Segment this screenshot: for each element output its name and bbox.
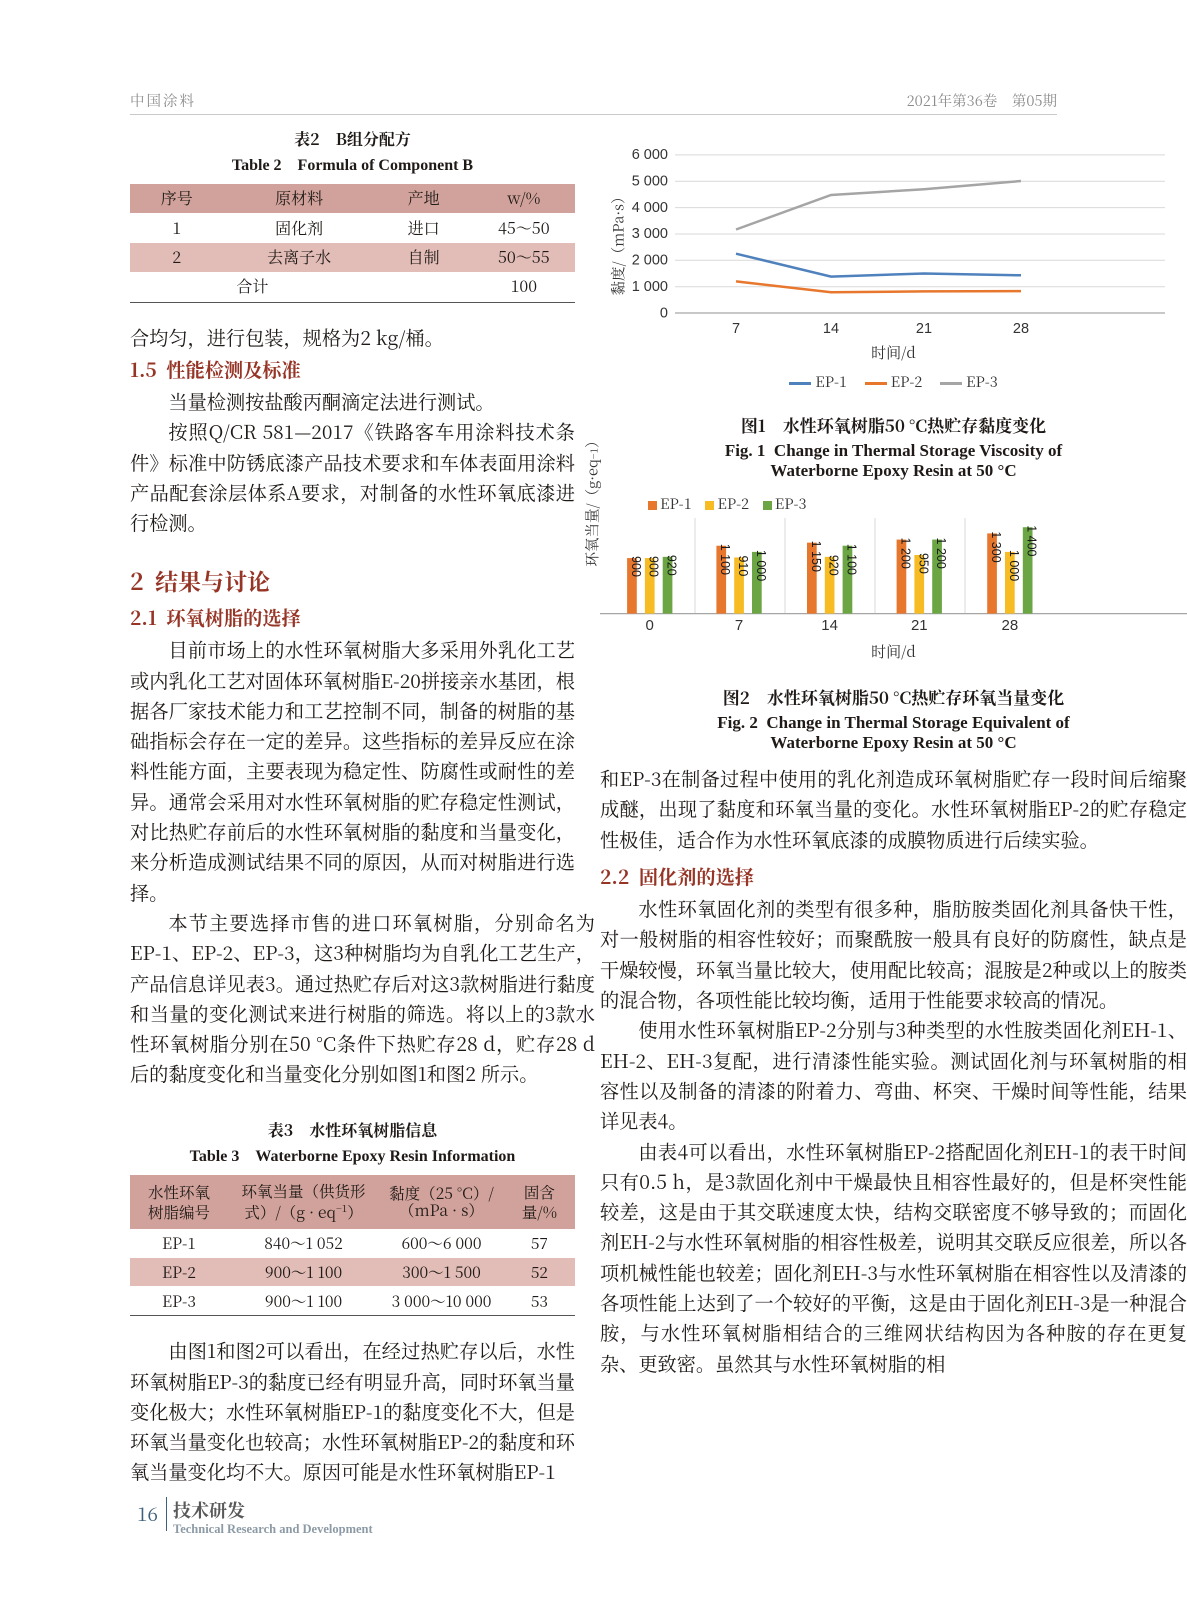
svg-text:0: 0: [646, 617, 654, 634]
svg-text:2 000: 2 000: [632, 253, 668, 269]
svg-text:0: 0: [660, 306, 668, 322]
svg-text:1 000: 1 000: [754, 550, 768, 581]
svg-text:3 000: 3 000: [632, 226, 668, 242]
svg-text:900: 900: [629, 556, 643, 577]
svg-text:7: 7: [732, 321, 740, 337]
svg-text:28: 28: [1002, 617, 1019, 634]
svg-text:21: 21: [911, 617, 928, 634]
svg-text:910: 910: [736, 555, 750, 576]
svg-text:4 000: 4 000: [632, 200, 668, 216]
svg-text:950: 950: [916, 553, 930, 574]
svg-text:1 100: 1 100: [844, 544, 858, 575]
svg-text:1 400: 1 400: [1025, 525, 1039, 556]
svg-text:28: 28: [1013, 321, 1029, 337]
svg-text:7: 7: [735, 617, 743, 634]
svg-text:21: 21: [916, 321, 932, 337]
svg-text:1 200: 1 200: [934, 538, 948, 569]
svg-text:1 300: 1 300: [989, 531, 1003, 562]
svg-text:14: 14: [821, 617, 838, 634]
svg-text:1 100: 1 100: [718, 544, 732, 575]
svg-text:1 000: 1 000: [632, 279, 668, 295]
svg-text:14: 14: [823, 321, 839, 337]
svg-text:1 150: 1 150: [809, 541, 823, 572]
svg-text:6 000: 6 000: [632, 147, 668, 163]
svg-text:1 000: 1 000: [1007, 550, 1021, 581]
svg-text:900: 900: [647, 556, 661, 577]
svg-text:920: 920: [827, 555, 841, 576]
svg-text:920: 920: [665, 555, 679, 576]
svg-text:1 200: 1 200: [899, 538, 913, 569]
svg-text:5 000: 5 000: [632, 174, 668, 190]
